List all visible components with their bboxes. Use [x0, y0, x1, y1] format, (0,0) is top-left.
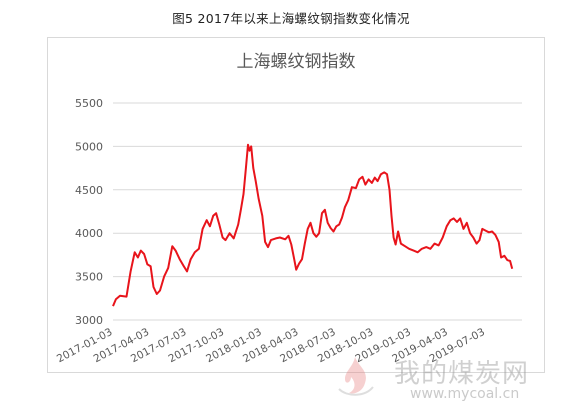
y-tick-label: 5500 [75, 97, 103, 110]
y-tick-label: 4000 [75, 227, 103, 240]
x-tick-labels: 2017-01-032017-04-032017-07-032017-10-03… [55, 326, 487, 365]
series-line [112, 143, 514, 307]
chart-frame [47, 37, 545, 373]
y-tick-label: 3500 [75, 271, 103, 284]
grid-lines [113, 102, 522, 321]
y-tick-label: 4500 [75, 184, 103, 197]
figure-caption: 图5 2017年以来上海螺纹钢指数变化情况 [172, 11, 410, 26]
y-tick-label: 5000 [75, 140, 103, 153]
y-tick-labels: 3000 3500 4000 4500 5000 5500 [75, 97, 103, 327]
y-tick-label: 3000 [75, 314, 103, 327]
chart-title: 上海螺纹钢指数 [236, 52, 356, 72]
